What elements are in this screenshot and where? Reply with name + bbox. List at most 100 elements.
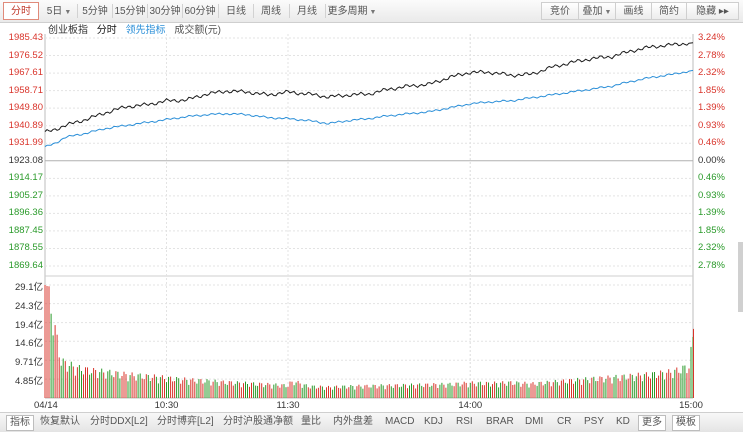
draw-line-button[interactable]: 画线 <box>615 2 652 20</box>
volume-bar <box>674 369 676 398</box>
tab-monthly[interactable]: 月线 <box>297 6 317 17</box>
volume-bar <box>581 384 583 398</box>
volume-bar <box>119 378 121 398</box>
tab-60min[interactable]: 60分钟 <box>184 6 216 17</box>
overlay-button[interactable]: 叠加 ▼ <box>578 2 616 20</box>
volume-bar <box>625 379 627 398</box>
volume-bar <box>85 367 86 398</box>
volume-bar <box>538 382 540 398</box>
volume-bar <box>465 382 467 398</box>
tab-volume-ratio[interactable]: 量比 <box>301 416 321 427</box>
volume-bar <box>279 387 281 398</box>
volume-bar <box>496 383 498 398</box>
volume-bar <box>145 374 147 398</box>
volume-bar <box>457 382 459 398</box>
volume-bar <box>526 383 528 398</box>
volume-bar <box>605 378 607 398</box>
tab-more-periods[interactable]: 更多周期 ▼ <box>327 6 377 17</box>
volume-bar <box>230 381 232 398</box>
volume-bar <box>168 376 169 398</box>
chevron-down-icon: ▼ <box>604 9 612 16</box>
tab-macd[interactable]: MACD <box>385 416 415 427</box>
volume-bar <box>508 381 510 398</box>
tab-5day[interactable]: 5日 ▼ <box>46 6 72 17</box>
more-indicators-button[interactable]: 更多 <box>638 415 666 431</box>
volume-bar <box>328 385 329 398</box>
volume-bar <box>544 384 546 398</box>
volume-bar <box>658 375 660 398</box>
price-tick-label: 1905.27 <box>8 189 43 201</box>
percent-tick-label: 2.32% <box>698 242 725 254</box>
volume-bar <box>595 381 597 398</box>
volume-bar <box>562 379 564 398</box>
tab-15min[interactable]: 15分钟 <box>114 6 146 17</box>
volume-bar <box>188 384 190 398</box>
tab-dmi[interactable]: DMI <box>525 416 544 427</box>
volume-bar <box>411 383 412 398</box>
volume-bar <box>599 376 601 398</box>
tab-brar[interactable]: BRAR <box>486 416 514 427</box>
tab-intraday[interactable]: 分时 <box>3 2 39 20</box>
tab-30min[interactable]: 30分钟 <box>149 6 181 17</box>
tab-5min[interactable]: 5分钟 <box>82 6 108 17</box>
legend-leading-indicator: 领先指标 <box>125 25 166 36</box>
volume-bar <box>419 383 421 398</box>
volume-bar <box>473 383 475 398</box>
price-tick-label: 1896.36 <box>8 207 43 219</box>
tab-rsi[interactable]: RSI <box>456 416 473 427</box>
tab-game[interactable]: 分时博弈[L2] <box>157 416 214 427</box>
tab-kdj[interactable]: KDJ <box>424 416 443 427</box>
volume-bar <box>111 375 113 398</box>
volume-bar <box>613 377 615 398</box>
template-button[interactable]: 模板 <box>672 415 700 431</box>
volume-bar <box>366 384 368 398</box>
tab-weekly[interactable]: 周线 <box>261 6 281 17</box>
volume-bar <box>619 381 621 398</box>
volume-tick-label: 19.4亿 <box>15 319 43 331</box>
tab-inner-outer[interactable]: 内外盘差 <box>333 416 373 427</box>
indicator-button[interactable]: 指标 <box>6 415 34 431</box>
volume-bar <box>346 388 348 398</box>
volume-bar <box>303 384 305 398</box>
tab-daily[interactable]: 日线 <box>226 6 246 17</box>
chart-legend: 创业板指 分时 领先指标 成交额(元) <box>48 24 227 38</box>
volume-bar <box>149 381 151 398</box>
scrollbar[interactable] <box>738 242 743 312</box>
volume-bar <box>587 380 589 398</box>
tab-kd[interactable]: KD <box>616 416 630 427</box>
volume-bar <box>190 379 192 398</box>
volume-bar <box>467 387 469 398</box>
volume-bar <box>83 374 84 398</box>
price-tick-label: 1878.55 <box>8 242 43 254</box>
volume-bar <box>668 369 670 398</box>
restore-default-button[interactable]: 恢复默认 <box>40 416 80 427</box>
volume-bar <box>573 383 574 398</box>
volume-bar <box>257 385 259 398</box>
volume-bar <box>662 372 664 398</box>
volume-bar <box>275 383 277 398</box>
volume-bar <box>693 328 694 398</box>
volume-bar <box>271 388 273 398</box>
volume-bar <box>510 381 512 398</box>
volume-bar <box>415 388 417 398</box>
volume-bar <box>220 381 222 398</box>
volume-bar <box>338 387 340 398</box>
volume-bar <box>72 366 74 398</box>
tab-ddx[interactable]: 分时DDX[L2] <box>90 416 148 427</box>
volume-bar <box>678 372 680 398</box>
volume-bar <box>433 383 435 398</box>
tab-psy[interactable]: PSY <box>584 416 605 427</box>
volume-bar <box>518 382 520 398</box>
volume-bar <box>356 386 358 398</box>
volume-bar <box>135 380 137 398</box>
volume-bar <box>577 377 579 398</box>
volume-bar <box>332 389 334 398</box>
tab-cr[interactable]: CR <box>557 416 572 427</box>
volume-bar <box>58 357 60 398</box>
volume-bar <box>400 386 402 398</box>
volume-bar <box>360 386 362 398</box>
tab-northbound[interactable]: 分时沪股通净额 <box>223 416 293 427</box>
volume-bar <box>372 384 374 398</box>
hide-button[interactable]: 隐藏 ▸▸ <box>686 2 739 20</box>
